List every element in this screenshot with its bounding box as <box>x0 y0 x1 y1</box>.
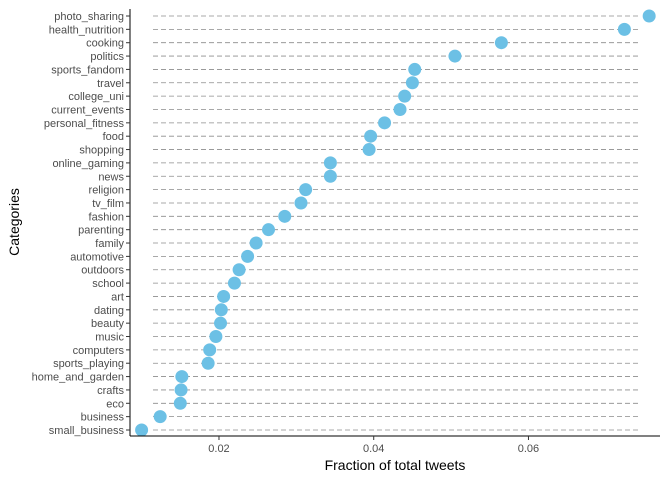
x-tick-label: 0.02 <box>208 443 229 455</box>
y-tick-label: personal_fitness <box>44 118 125 130</box>
data-point <box>175 370 189 384</box>
y-tick-label: dating <box>94 305 124 317</box>
y-tick-label: current_events <box>51 104 124 116</box>
data-point <box>405 76 419 90</box>
data-point <box>201 356 215 370</box>
data-points <box>135 9 656 437</box>
y-tick-label: online_gaming <box>52 158 124 170</box>
y-tick-label: politics <box>90 51 124 63</box>
data-point <box>153 410 167 424</box>
y-tick-label: family <box>95 238 124 250</box>
y-tick-label: tv_film <box>92 198 124 210</box>
data-point <box>323 169 337 183</box>
data-point <box>494 36 508 50</box>
data-point <box>214 303 228 317</box>
y-tick-label: fashion <box>89 211 124 223</box>
data-point <box>362 143 376 157</box>
y-tick-label: home_and_garden <box>32 372 124 384</box>
data-point <box>217 289 231 303</box>
data-point <box>209 330 223 344</box>
y-tick-label: religion <box>89 185 124 197</box>
y-tick-label: food <box>103 131 124 143</box>
y-tick-label: school <box>92 278 124 290</box>
x-tick-label: 0.04 <box>363 443 384 455</box>
y-tick-label: crafts <box>97 385 124 397</box>
data-point <box>323 156 337 170</box>
data-point <box>398 89 412 103</box>
data-point <box>364 129 378 143</box>
x-tick-label: 0.06 <box>518 443 539 455</box>
x-axis-ticks: 0.02 0.04 0.06 <box>208 436 539 455</box>
data-point <box>135 423 149 437</box>
data-point <box>278 209 292 223</box>
y-tick-label: travel <box>97 78 124 90</box>
data-point <box>642 9 656 23</box>
data-point <box>249 236 263 250</box>
y-tick-label: computers <box>73 345 125 357</box>
y-tick-label: sports_playing <box>53 358 124 370</box>
guide-lines <box>153 15 640 431</box>
data-point <box>173 396 187 410</box>
y-tick-label: small_business <box>49 425 125 437</box>
data-point <box>241 249 255 263</box>
data-point <box>408 62 422 76</box>
y-tick-label: business <box>81 412 125 424</box>
data-point <box>227 276 241 290</box>
data-point <box>174 383 188 397</box>
data-point <box>232 263 246 277</box>
y-tick-label: eco <box>106 398 124 410</box>
data-point <box>299 183 313 197</box>
data-point <box>378 116 392 130</box>
data-point <box>617 22 631 36</box>
y-axis-ticks: photo_sharinghealth_nutritioncookingpoli… <box>32 11 130 437</box>
data-point <box>261 223 275 237</box>
x-axis-title: Fraction of total tweets <box>325 457 466 473</box>
data-point <box>294 196 308 210</box>
data-point <box>393 102 407 116</box>
y-tick-label: shopping <box>79 145 124 157</box>
y-tick-label: art <box>111 291 124 303</box>
y-tick-label: sports_fandom <box>51 64 124 76</box>
y-tick-label: news <box>98 171 124 183</box>
data-point <box>214 316 228 330</box>
y-tick-label: beauty <box>91 318 125 330</box>
y-tick-label: music <box>95 332 124 344</box>
y-tick-label: photo_sharing <box>54 11 124 23</box>
data-point <box>203 343 217 357</box>
y-tick-label: automotive <box>70 251 124 263</box>
y-tick-label: parenting <box>78 225 124 237</box>
y-tick-label: health_nutrition <box>49 24 124 36</box>
y-axis-title: Categories <box>6 188 22 256</box>
y-tick-label: outdoors <box>81 265 124 277</box>
data-point <box>448 49 462 63</box>
y-tick-label: college_uni <box>68 91 124 103</box>
y-tick-label: cooking <box>86 38 124 50</box>
